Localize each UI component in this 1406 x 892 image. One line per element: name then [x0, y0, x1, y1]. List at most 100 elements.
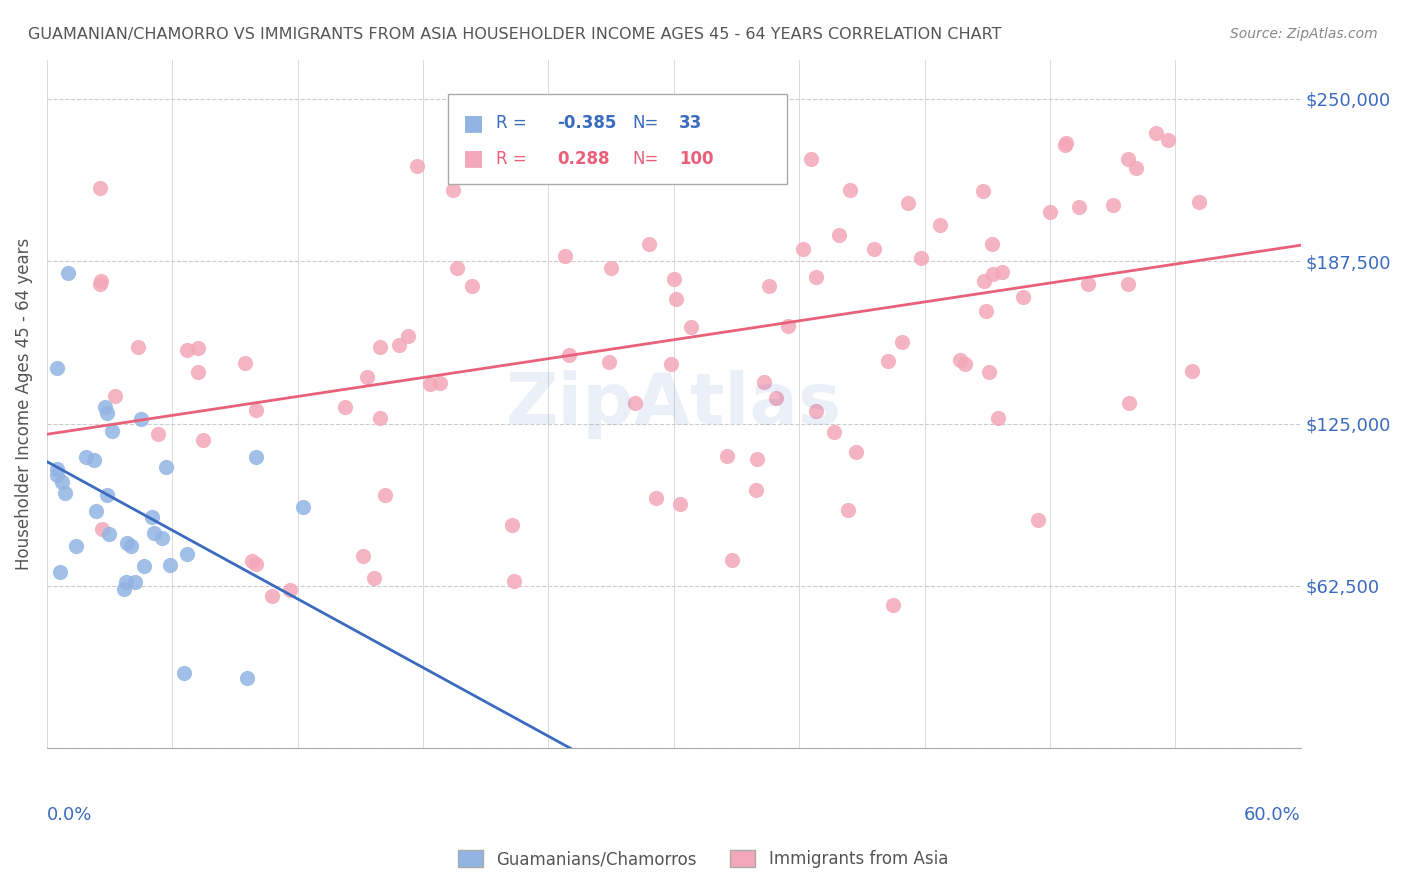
Point	[460, 279, 482, 293]
Text: 0.288: 0.288	[557, 150, 610, 168]
Point	[501, 517, 523, 532]
Point	[558, 348, 581, 362]
Text: -0.385: -0.385	[557, 113, 617, 132]
Point	[1054, 138, 1077, 153]
Point	[1118, 396, 1140, 410]
Text: 33: 33	[679, 113, 702, 132]
Legend: Guamanians/Chamorros, Immigrants from Asia: Guamanians/Chamorros, Immigrants from As…	[451, 843, 955, 875]
Point	[368, 340, 391, 354]
Point	[648, 136, 671, 150]
Point	[1144, 126, 1167, 140]
Point	[387, 338, 409, 352]
Point	[679, 320, 702, 334]
Point	[664, 272, 686, 286]
Point	[776, 318, 799, 333]
Point	[115, 575, 138, 590]
Point	[758, 278, 780, 293]
Point	[245, 450, 267, 464]
Point	[48, 565, 70, 579]
Point	[333, 400, 356, 414]
Point	[624, 396, 647, 410]
Point	[75, 450, 97, 464]
Point	[159, 558, 181, 572]
Point	[744, 483, 766, 497]
Point	[837, 503, 859, 517]
Point	[124, 575, 146, 590]
Point	[142, 526, 165, 541]
Point	[187, 341, 209, 355]
Point	[1181, 364, 1204, 378]
Point	[53, 485, 76, 500]
Point	[792, 242, 814, 256]
Point	[84, 503, 107, 517]
Point	[877, 353, 900, 368]
Point	[845, 444, 868, 458]
Point	[1026, 513, 1049, 527]
Point	[537, 148, 560, 162]
Point	[89, 181, 111, 195]
Point	[823, 425, 845, 440]
Point	[245, 403, 267, 417]
FancyBboxPatch shape	[449, 94, 786, 184]
Point	[891, 334, 914, 349]
Point	[46, 360, 69, 375]
Point	[187, 365, 209, 379]
Point	[441, 183, 464, 197]
Point	[233, 356, 256, 370]
Point	[949, 352, 972, 367]
Point	[1054, 136, 1077, 150]
Point	[240, 553, 263, 567]
Point	[638, 237, 661, 252]
Point	[928, 219, 950, 233]
Point	[51, 475, 73, 489]
Point	[176, 547, 198, 561]
Point	[292, 500, 315, 515]
Point	[120, 539, 142, 553]
Point	[765, 391, 787, 405]
Point	[976, 304, 998, 318]
Point	[65, 539, 87, 553]
Point	[419, 377, 441, 392]
Point	[520, 129, 543, 144]
Point	[991, 265, 1014, 279]
Point	[882, 598, 904, 612]
Point	[93, 400, 115, 414]
Point	[502, 574, 524, 588]
Point	[910, 251, 932, 265]
Point	[363, 571, 385, 585]
Point	[373, 488, 395, 502]
Text: ■: ■	[463, 149, 484, 169]
Point	[980, 237, 1002, 252]
Point	[1067, 200, 1090, 214]
Text: R =: R =	[496, 113, 526, 132]
Point	[173, 665, 195, 680]
Text: N=: N=	[633, 150, 659, 168]
Point	[141, 510, 163, 524]
Point	[600, 261, 623, 276]
Point	[862, 242, 884, 256]
Point	[356, 370, 378, 384]
Point	[278, 583, 301, 598]
Point	[236, 671, 259, 685]
Text: R =: R =	[496, 150, 526, 168]
Text: GUAMANIAN/CHAMORRO VS IMMIGRANTS FROM ASIA HOUSEHOLDER INCOME AGES 45 - 64 YEARS: GUAMANIAN/CHAMORRO VS IMMIGRANTS FROM AS…	[28, 27, 1001, 42]
Point	[353, 549, 375, 563]
Point	[716, 125, 738, 139]
Point	[101, 424, 124, 438]
Point	[368, 411, 391, 425]
Point	[665, 293, 688, 307]
Point	[804, 270, 827, 285]
Text: Source: ZipAtlas.com: Source: ZipAtlas.com	[1230, 27, 1378, 41]
Point	[96, 406, 118, 420]
Point	[1038, 205, 1060, 219]
Point	[132, 559, 155, 574]
Point	[96, 487, 118, 501]
Point	[977, 365, 1000, 379]
Point	[1187, 194, 1209, 209]
Point	[83, 453, 105, 467]
Text: ZipAtlas: ZipAtlas	[506, 369, 842, 439]
Point	[245, 557, 267, 571]
Text: 60.0%: 60.0%	[1244, 805, 1301, 823]
Point	[127, 340, 149, 354]
Point	[396, 329, 419, 343]
